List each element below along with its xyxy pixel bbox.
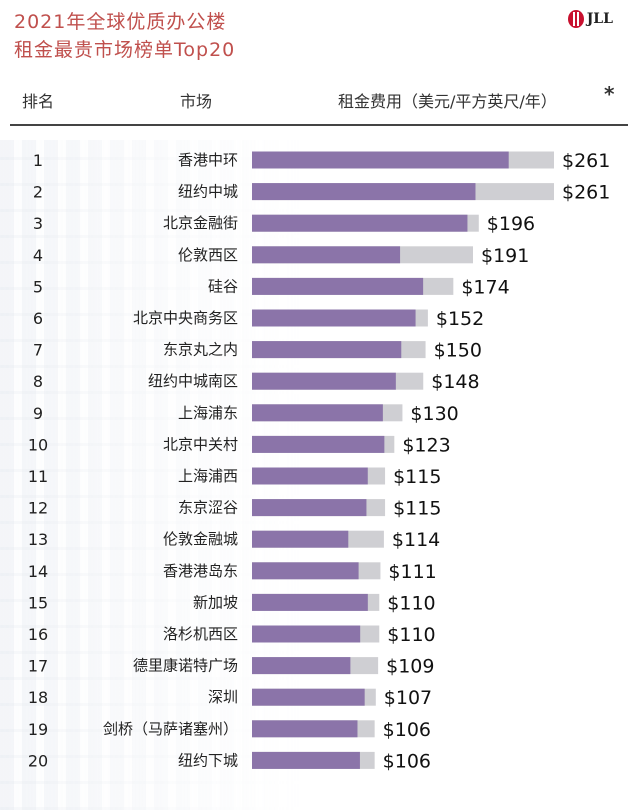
- bar-primary-4: [252, 246, 401, 264]
- bar-primary-12: [252, 499, 367, 517]
- rank-label-12: 12: [28, 499, 48, 518]
- rank-label-19: 19: [28, 720, 48, 739]
- column-header-row: 排名 市场 租金费用（美元/平方英尺/年） *: [0, 82, 635, 114]
- market-label-9: 上海浦东: [178, 404, 238, 422]
- rank-label-9: 9: [33, 404, 43, 423]
- value-label-9: $130: [410, 403, 458, 425]
- title-line-1: 2021年全球优质办公楼: [14, 11, 227, 33]
- value-label-8: $148: [431, 371, 479, 393]
- market-label-15: 新加坡: [193, 593, 238, 611]
- jll-logo: JLL: [567, 8, 613, 30]
- rank-label-3: 3: [33, 214, 43, 233]
- value-label-6: $152: [436, 308, 484, 330]
- value-label-12: $115: [393, 498, 441, 520]
- rank-label-1: 1: [33, 151, 43, 170]
- bar-primary-20: [252, 751, 360, 769]
- market-label-20: 纽约下城: [178, 751, 238, 769]
- value-label-20: $106: [383, 750, 431, 772]
- bar-primary-3: [252, 214, 468, 232]
- value-label-5: $174: [461, 276, 509, 298]
- bar-primary-7: [252, 341, 402, 359]
- jll-logo-icon: [567, 10, 584, 28]
- market-label-3: 北京金融街: [163, 214, 238, 232]
- value-label-10: $123: [402, 434, 450, 456]
- rank-label-14: 14: [28, 562, 48, 581]
- market-label-19: 剑桥（马萨诸塞州）: [103, 720, 238, 738]
- value-label-13: $114: [392, 529, 440, 551]
- column-header-rank: 排名: [22, 92, 55, 111]
- footnote-asterisk: *: [604, 82, 615, 106]
- column-header-market: 市场: [180, 92, 213, 111]
- market-label-7: 东京丸之内: [163, 341, 238, 359]
- value-label-7: $150: [434, 340, 482, 362]
- market-label-8: 纽约中城南区: [148, 372, 238, 390]
- title-line-2: 租金最贵市场榜单Top20: [14, 39, 236, 61]
- rank-label-6: 6: [33, 309, 43, 328]
- bar-primary-19: [252, 720, 358, 738]
- market-label-12: 东京涩谷: [178, 499, 238, 517]
- rank-label-5: 5: [33, 277, 43, 296]
- bar-primary-16: [252, 625, 361, 643]
- value-label-1: $261: [562, 150, 610, 172]
- bar-primary-5: [252, 277, 424, 295]
- market-label-2: 纽约中城: [178, 183, 238, 201]
- rank-label-2: 2: [33, 183, 43, 202]
- value-label-11: $115: [393, 466, 441, 488]
- rank-label-20: 20: [28, 751, 48, 770]
- bar-primary-6: [252, 309, 416, 327]
- rank-label-11: 11: [28, 467, 48, 486]
- rank-label-18: 18: [28, 688, 48, 707]
- market-label-17: 德里康诺特广场: [133, 657, 238, 675]
- header-divider: [10, 124, 628, 126]
- rank-label-17: 17: [28, 657, 48, 676]
- value-label-19: $106: [383, 719, 431, 741]
- rank-label-4: 4: [33, 246, 43, 265]
- value-label-14: $111: [388, 561, 436, 583]
- rank-label-16: 16: [28, 625, 48, 644]
- background-building-image: [0, 140, 300, 810]
- value-label-15: $110: [387, 592, 435, 614]
- value-label-4: $191: [481, 245, 529, 267]
- market-label-1: 香港中环: [178, 151, 238, 169]
- bar-primary-2: [252, 183, 476, 201]
- chart-title: 2021年全球优质办公楼 租金最贵市场榜单Top20: [14, 8, 235, 64]
- market-label-10: 北京中关村: [163, 435, 238, 453]
- market-label-11: 上海浦西: [178, 467, 238, 485]
- bar-primary-9: [252, 404, 383, 422]
- market-label-18: 深圳: [208, 688, 238, 706]
- rank-label-10: 10: [28, 435, 48, 454]
- rank-label-13: 13: [28, 530, 48, 549]
- bar-primary-1: [252, 151, 509, 169]
- bar-primary-14: [252, 562, 359, 580]
- bar-primary-18: [252, 688, 365, 706]
- market-label-6: 北京中央商务区: [133, 309, 238, 327]
- market-label-14: 香港港岛东: [163, 562, 238, 580]
- bar-primary-15: [252, 593, 368, 611]
- bar-primary-10: [252, 435, 385, 453]
- market-label-13: 伦敦金融城: [163, 530, 238, 548]
- bar-primary-13: [252, 530, 349, 548]
- rank-label-7: 7: [33, 341, 43, 360]
- bar-primary-11: [252, 467, 368, 485]
- jll-logo-text: JLL: [586, 11, 613, 27]
- market-label-16: 洛杉机西区: [163, 625, 238, 643]
- value-label-17: $109: [386, 656, 434, 678]
- value-label-3: $196: [487, 213, 535, 235]
- bar-primary-17: [252, 657, 351, 675]
- value-label-16: $110: [387, 624, 435, 646]
- column-header-rent: 租金费用（美元/平方英尺/年）: [338, 92, 557, 111]
- rank-label-15: 15: [28, 593, 48, 612]
- value-label-18: $107: [384, 687, 432, 709]
- market-label-5: 硅谷: [208, 277, 238, 295]
- value-label-2: $261: [562, 182, 610, 204]
- rank-label-8: 8: [33, 372, 43, 391]
- bar-primary-8: [252, 372, 396, 390]
- market-label-4: 伦敦西区: [178, 246, 238, 264]
